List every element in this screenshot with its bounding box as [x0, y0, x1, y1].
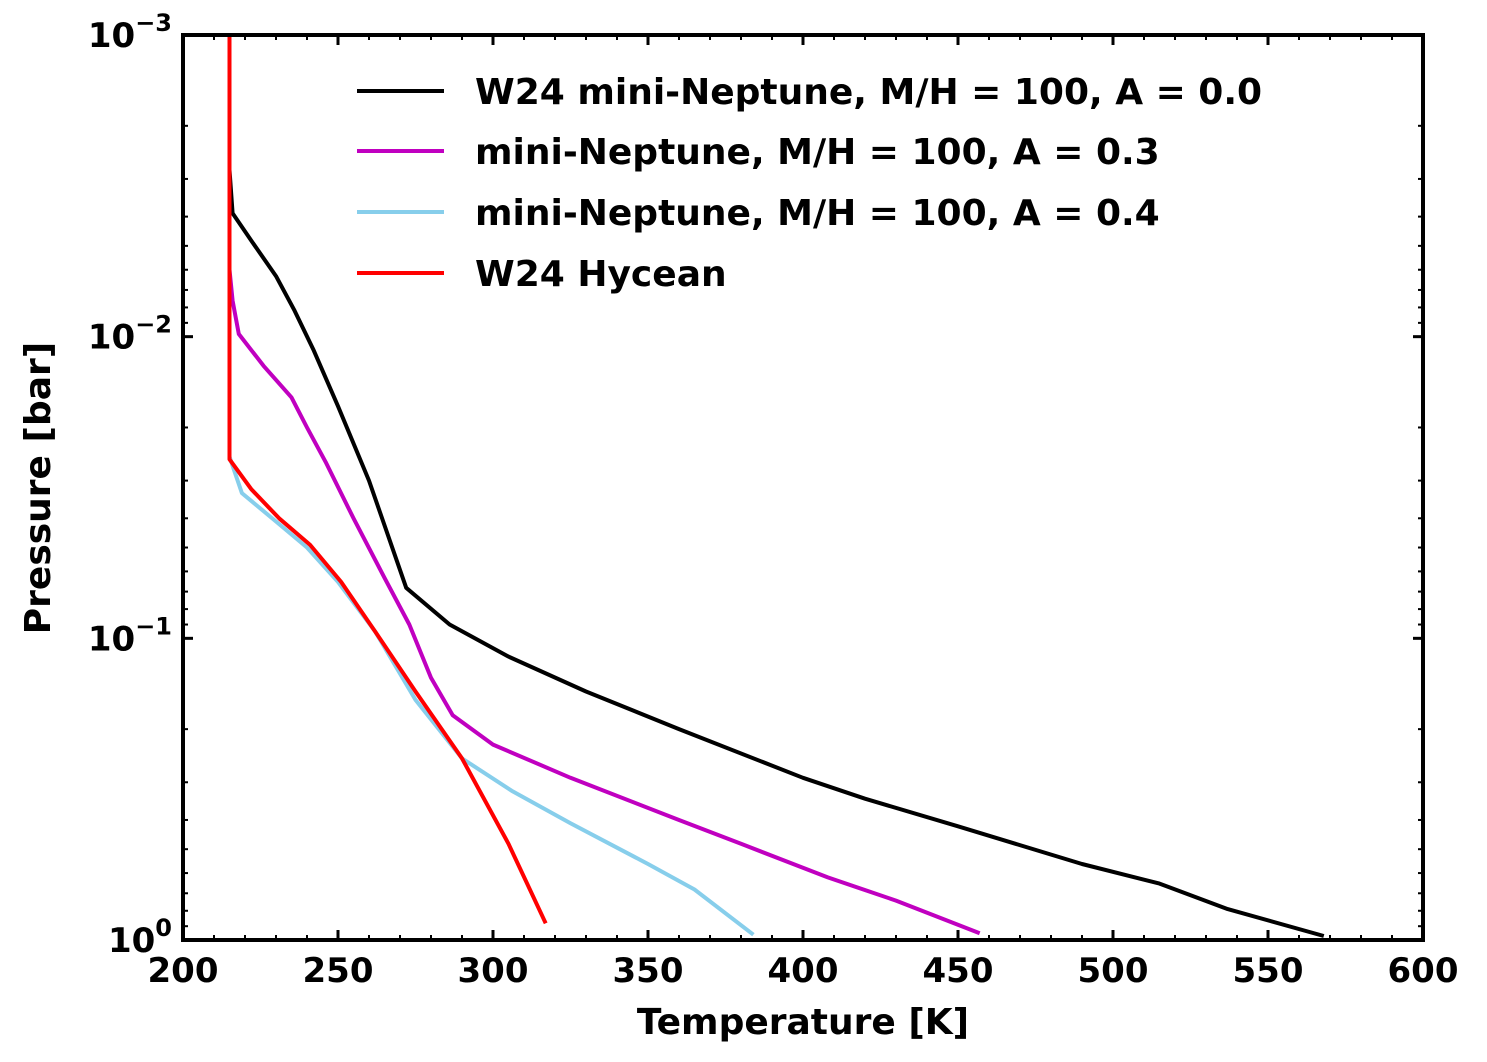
legend-label: mini-Neptune, M/H = 100, A = 0.3 [475, 132, 1160, 173]
y-axis-label: Pressure [bar] [18, 342, 59, 634]
y-tick-label: 10−2 [88, 311, 172, 358]
x-tick-label: 600 [1388, 951, 1459, 991]
legend-label: W24 mini-Neptune, M/H = 100, A = 0.0 [475, 72, 1262, 113]
y-tick-label: 10−3 [88, 9, 172, 56]
x-tick-label: 250 [303, 951, 374, 991]
y-tick-label: 10−1 [88, 612, 172, 659]
x-tick-label: 500 [1078, 951, 1149, 991]
legend-label: mini-Neptune, M/H = 100, A = 0.4 [475, 193, 1160, 234]
legend-label: W24 Hycean [475, 254, 727, 295]
x-tick-label: 450 [923, 951, 994, 991]
x-tick-label: 400 [768, 951, 839, 991]
x-axis-label: Temperature [K] [637, 1002, 969, 1043]
x-tick-label: 300 [458, 951, 529, 991]
x-tick-label: 550 [1233, 951, 1304, 991]
x-tick-label: 200 [148, 951, 219, 991]
legend: W24 mini-Neptune, M/H = 100, A = 0.0 mini… [357, 72, 1262, 295]
pressure-temperature-chart: 200 250 300 350 400 450 500 550 60010−310−210−11… [0, 0, 1487, 1062]
x-tick-label: 350 [613, 951, 684, 991]
